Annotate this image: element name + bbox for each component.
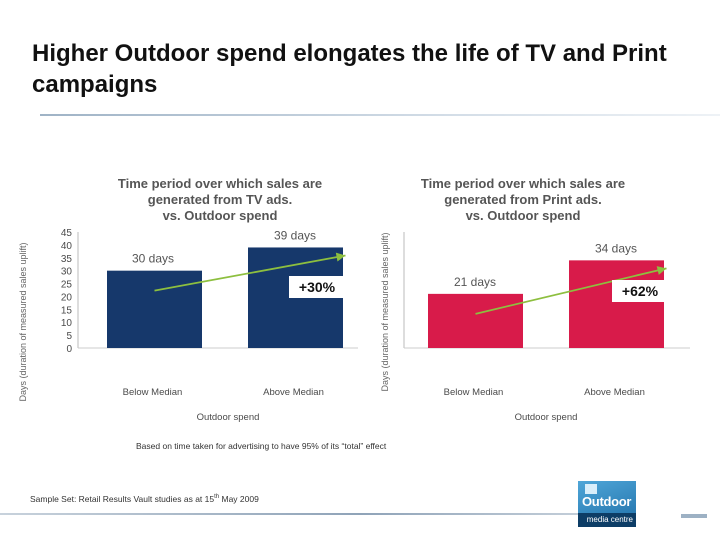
tv-y-tick-label: 15	[61, 305, 73, 316]
tv-annotation-box	[289, 276, 345, 298]
print-data-label: 34 days	[595, 241, 637, 255]
tv-y-tick-label: 25	[61, 280, 73, 291]
logo-word: Outdoor	[582, 494, 632, 509]
print-annotation: +62%	[622, 283, 659, 299]
tv-trend-line	[154, 254, 346, 292]
logo-subtitle: media centre	[578, 513, 636, 527]
tv-chart-title-line: Time period over which sales are	[118, 176, 322, 191]
print-category-label: Above Median	[584, 387, 645, 398]
print-trend-arrowhead	[656, 266, 667, 275]
sample-set-sup: th	[214, 494, 220, 501]
sample-set-note: Sample Set: Retail Results Vault studies…	[30, 494, 259, 504]
slide-title: Higher Outdoor spend elongates the life …	[32, 40, 667, 98]
print-category-label: Below Median	[444, 387, 504, 398]
tv-y-axis-label: Days (duration of measured sales uplift)	[18, 242, 28, 401]
footer-divider	[0, 513, 600, 515]
tv-category-label: Above Median	[263, 387, 324, 398]
tv-y-tick-label: 5	[66, 331, 72, 342]
tv-data-label: 39 days	[274, 228, 316, 242]
print-annotation-box	[612, 280, 668, 302]
tv-y-tick-label: 45	[61, 228, 73, 239]
print-bar-below-median	[428, 293, 523, 348]
tv-data-label: 30 days	[132, 252, 174, 266]
tv-category-label: Below Median	[123, 387, 183, 398]
outdoor-media-centre-logo: Outdoor media centre	[578, 481, 636, 527]
tv-trend-arrowhead	[335, 252, 346, 262]
title-divider	[40, 114, 720, 116]
print-chart-title-line: Time period over which sales are	[421, 176, 625, 191]
tv-chart-title-line: generated from TV ads.	[148, 192, 292, 207]
tv-annotation: +30%	[299, 279, 336, 295]
print-y-axis-label: Days (duration of measured sales uplift)	[380, 232, 390, 391]
tv-y-tick-label: 40	[61, 241, 73, 252]
tv-bar-below-median	[107, 270, 202, 348]
tv-x-axis-label: Outdoor spend	[197, 412, 260, 423]
sample-set-prefix: Sample Set: Retail Results Vault studies…	[30, 494, 215, 504]
effect-footnote: Based on time taken for advertising to h…	[136, 441, 387, 451]
corner-accent	[681, 514, 707, 518]
tv-y-tick-label: 30	[61, 267, 73, 278]
print-x-axis-label: Outdoor spend	[515, 412, 578, 423]
sample-set-suffix: May 2009	[219, 494, 259, 504]
print-trend-line	[475, 267, 667, 315]
logo-mark-icon	[585, 484, 597, 494]
tv-chart-title-line: vs. Outdoor spend	[163, 208, 278, 223]
tv-y-tick-label: 20	[61, 292, 73, 303]
print-chart-title-line: vs. Outdoor spend	[466, 208, 581, 223]
print-chart-title-line: generated from Print ads.	[444, 192, 601, 207]
tv-y-tick-label: 10	[61, 318, 73, 329]
print-bar-above-median	[569, 260, 664, 348]
print-data-label: 21 days	[454, 275, 496, 289]
tv-y-tick-label: 35	[61, 254, 73, 265]
tv-y-tick-label: 0	[66, 344, 72, 355]
